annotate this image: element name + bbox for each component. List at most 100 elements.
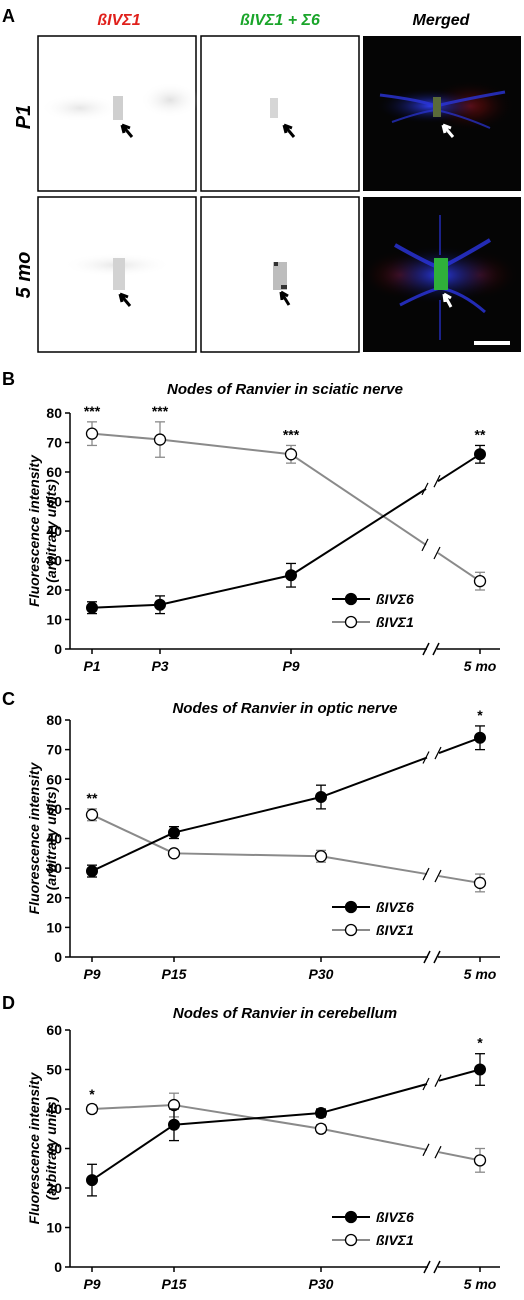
chart-title: Nodes of Ranvier in cerebellum	[173, 1005, 397, 1022]
significance-label: **	[475, 426, 486, 442]
x-tick-label: P15	[162, 966, 187, 982]
x-axis-break	[423, 1260, 441, 1274]
legend-marker	[344, 615, 358, 629]
chart-optic-nerve: C Nodes of Ranvier in optic nerve Fluoresc…	[2, 689, 500, 982]
data-point	[473, 876, 487, 890]
series-line	[159, 438, 292, 456]
series-line	[91, 813, 175, 855]
data-point	[315, 1106, 327, 1119]
scale-bar	[474, 341, 510, 345]
data-point	[474, 731, 486, 744]
legend-marker	[344, 900, 358, 914]
data-point	[153, 433, 167, 446]
significance-label: *	[477, 707, 483, 723]
y-axis-label: Fluorescence intensity	[26, 454, 42, 607]
y-tick-label: 80	[46, 712, 62, 728]
series-line	[290, 488, 427, 577]
data-point	[314, 1122, 328, 1135]
x-tick-label: 5 mo	[464, 658, 497, 674]
x-tick-label: P9	[83, 1276, 100, 1292]
data-point	[314, 850, 328, 863]
column-title-bivs1-s6: ßIVΣ1 + Σ6	[240, 12, 320, 29]
y-tick-label: 20	[46, 890, 62, 906]
y-tick-label: 60	[46, 464, 62, 480]
micrograph-5mo-bivs1	[37, 196, 197, 353]
legend-label: ßIVΣ1	[376, 614, 414, 630]
series-line	[173, 1111, 322, 1126]
data-point	[167, 847, 181, 860]
micrograph-p1-bivs1-s6	[200, 35, 360, 192]
row-label-5mo: 5 mo	[13, 252, 35, 299]
panel-label: C	[2, 689, 15, 709]
y-tick-label: 10	[46, 1220, 62, 1236]
significance-label: *	[477, 1035, 483, 1051]
y-axis-label: Fluorescence intensity	[26, 1071, 42, 1224]
y-tick-label: 0	[54, 949, 62, 965]
significance-label: **	[87, 790, 98, 806]
data-point	[473, 1154, 487, 1167]
y-tick-label: 0	[54, 641, 62, 657]
series-line	[320, 855, 428, 876]
chart-title: Nodes of Ranvier in optic nerve	[172, 700, 397, 717]
data-point	[315, 791, 327, 804]
data-point	[85, 1102, 99, 1116]
y-axis-label: Fluorescence intensity	[26, 761, 42, 914]
panel-a: A ßIVΣ1 ßIVΣ1 + Σ6 Merged P1 5 mo	[2, 6, 521, 353]
series-line	[437, 453, 481, 483]
x-tick-label: 5 mo	[464, 1276, 497, 1292]
series-line	[91, 1123, 175, 1181]
series-line	[173, 852, 322, 858]
series-line	[320, 756, 428, 798]
legend-marker	[344, 923, 358, 937]
column-title-merged: Merged	[413, 12, 471, 29]
y-tick-label: 60	[46, 1022, 62, 1038]
chart-title: Nodes of Ranvier in sciatic nerve	[167, 381, 403, 398]
legend-label: ßIVΣ6	[376, 591, 414, 607]
x-tick-label: P30	[309, 966, 334, 982]
series-line	[438, 1068, 481, 1082]
data-point	[154, 598, 166, 611]
y-tick-label: 50	[46, 801, 62, 817]
data-point	[474, 448, 486, 461]
column-title-bivs1: ßIVΣ1	[97, 12, 140, 29]
legend-label: ßIVΣ6	[376, 1209, 414, 1225]
legend-marker	[344, 592, 358, 606]
x-tick-label: P15	[162, 1276, 187, 1292]
series-line	[438, 875, 481, 884]
y-tick-label: 30	[46, 860, 62, 876]
series-line	[438, 1151, 481, 1162]
y-axis-label-units: (arbitrary units)	[43, 1096, 59, 1200]
row-label-p1: P1	[13, 105, 35, 129]
y-axis-label-units: (arbitrary units)	[43, 786, 59, 890]
y-tick-label: 30	[46, 1141, 62, 1157]
y-tick-label: 20	[46, 1180, 62, 1196]
arrow-icon	[120, 123, 134, 138]
legend-label: ßIVΣ6	[376, 899, 414, 915]
arrow-icon	[282, 123, 296, 138]
y-tick-label: 30	[46, 553, 62, 569]
data-point	[86, 1174, 98, 1187]
legend-label: ßIVΣ1	[376, 1232, 414, 1248]
micrograph-5mo-bivs1-s6	[200, 196, 360, 353]
x-tick-label: P9	[282, 658, 299, 674]
series-line	[290, 453, 427, 546]
y-tick-label: 70	[46, 742, 62, 758]
panel-a-label: A	[2, 6, 15, 26]
series-break	[421, 538, 441, 560]
data-point	[85, 808, 99, 821]
x-tick-label: P3	[151, 658, 168, 674]
legend-label: ßIVΣ1	[376, 922, 414, 938]
arrow-icon	[441, 123, 455, 138]
chart-cerebellum: D Nodes of Ranvier in cerebellum Fluoresce…	[2, 993, 500, 1292]
y-axis-label-units: (arbitrary units)	[43, 479, 59, 583]
series-break	[421, 474, 441, 496]
series-line	[437, 552, 481, 582]
data-point	[86, 601, 98, 614]
series-break	[422, 867, 442, 883]
series-line	[173, 796, 322, 834]
data-point	[168, 826, 180, 839]
panel-label: D	[2, 993, 15, 1013]
x-axis-break	[422, 642, 440, 656]
legend-marker	[344, 1233, 358, 1247]
